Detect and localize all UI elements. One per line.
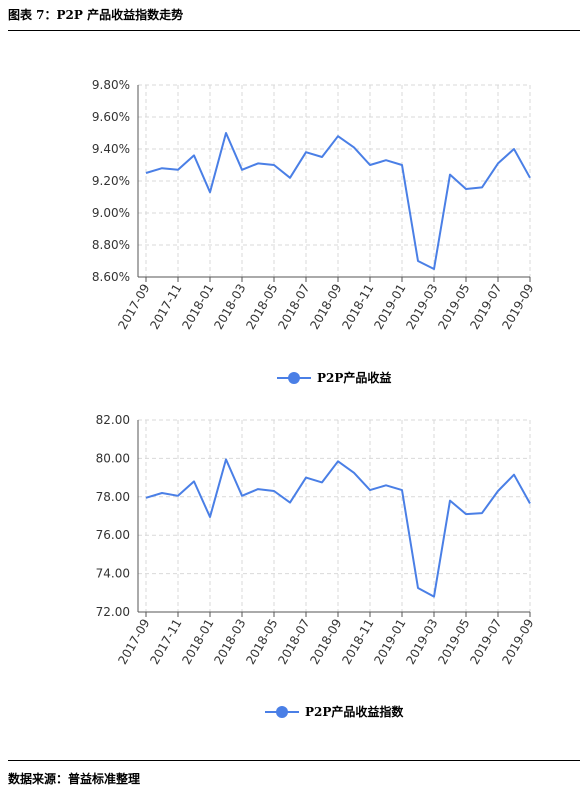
legend-marker-icon bbox=[265, 705, 299, 719]
series-line bbox=[145, 458, 531, 598]
y-tick-label: 9.00% bbox=[92, 206, 130, 220]
y-tick-label: 82.00 bbox=[96, 413, 130, 427]
y-tick-label: 74.00 bbox=[96, 567, 130, 581]
y-tick-label: 9.80% bbox=[92, 78, 130, 92]
y-tick-label: 76.00 bbox=[96, 528, 130, 542]
y-tick-label: 8.80% bbox=[92, 238, 130, 252]
y-tick-label: 8.60% bbox=[92, 270, 130, 284]
source-note: 数据来源：普益标准整理 bbox=[8, 772, 141, 786]
x-tick-label: 2019-09 bbox=[499, 282, 536, 332]
yield-legend[interactable]: P2P产品收益 bbox=[277, 369, 391, 386]
index-legend[interactable]: P2P产品收益指数 bbox=[265, 703, 403, 720]
y-tick-label: 72.00 bbox=[96, 605, 130, 619]
y-tick-label: 9.40% bbox=[92, 142, 130, 156]
figure-title: 图表 7：P2P 产品收益指数走势 bbox=[8, 8, 184, 22]
yield-chart-svg: 9.80%9.60%9.40%9.20%9.00%8.80%8.60%2017-… bbox=[92, 78, 537, 332]
legend-label: P2P产品收益指数 bbox=[305, 705, 404, 719]
yield-chart: 9.80% 9.60% 9.40% 9.20% 9.00% 8.80% 8.60% 2017-… bbox=[0, 60, 583, 400]
bottom-rule bbox=[8, 760, 580, 761]
y-tick-label: 78.00 bbox=[96, 490, 130, 504]
index-chart-svg: 82.0080.0078.0076.0074.0072.002017-09201… bbox=[96, 413, 537, 667]
y-tick-label: 9.20% bbox=[92, 174, 130, 188]
index-chart: 82.00 80.00 78.00 76.00 74.00 72.00 2017-09 201… bbox=[0, 395, 583, 735]
x-tick-label: 2019-09 bbox=[499, 617, 536, 667]
y-tick-label: 9.60% bbox=[92, 110, 130, 124]
legend-label: P2P产品收益 bbox=[317, 371, 392, 385]
series-line bbox=[145, 132, 531, 270]
top-rule bbox=[8, 30, 580, 31]
y-tick-label: 80.00 bbox=[96, 451, 130, 465]
legend-marker-icon bbox=[277, 371, 311, 385]
